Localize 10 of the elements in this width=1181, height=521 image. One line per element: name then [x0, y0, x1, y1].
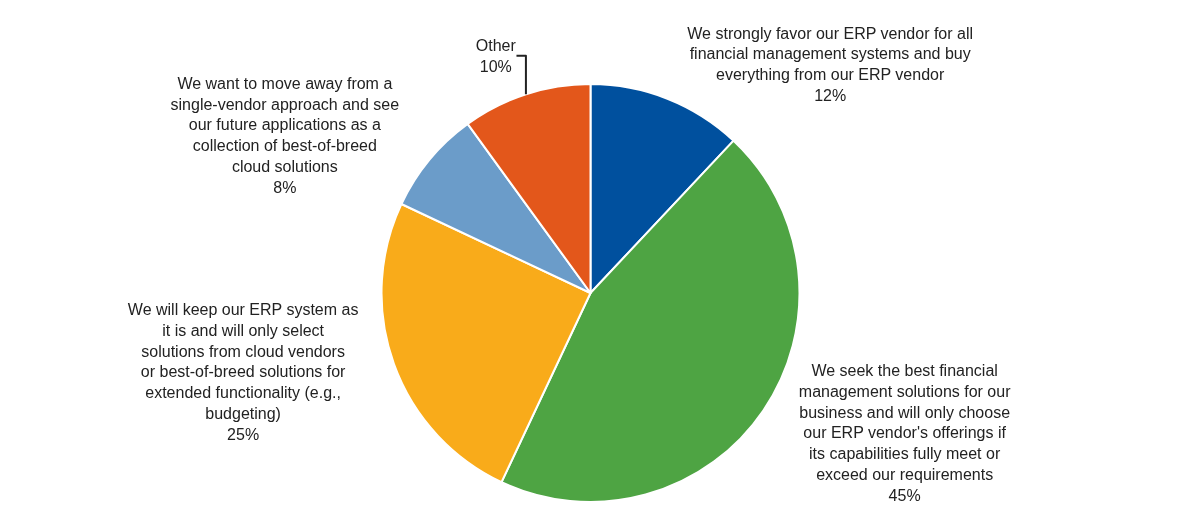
slice-label: We seek the best financial management solutions for our business and will only choose our ERP vendor's offerings if its capabilities fully meet or exceed our requirements [798, 361, 1012, 483]
slice-label: We strongly favor our ERP vendor for all financial management systems and buy everything from our ERP vendor [687, 24, 974, 84]
data-label: 45% [888, 486, 921, 504]
data-label: 25% [227, 425, 260, 443]
slice-label: We want to move away from a single-vendor approach and see our future applications as a collection of best-of-breed cloud solutions [170, 74, 400, 175]
data-label: 8% [273, 178, 297, 196]
data-label: 12% [814, 87, 847, 105]
slice-label: We will keep our ERP system as it is and will only select solutions from cloud vendors or best-of-breed solutions for extended functionality (e.g., budgeting) [127, 301, 359, 423]
data-label: 10% [479, 57, 512, 75]
slice-label: Other [475, 36, 517, 54]
